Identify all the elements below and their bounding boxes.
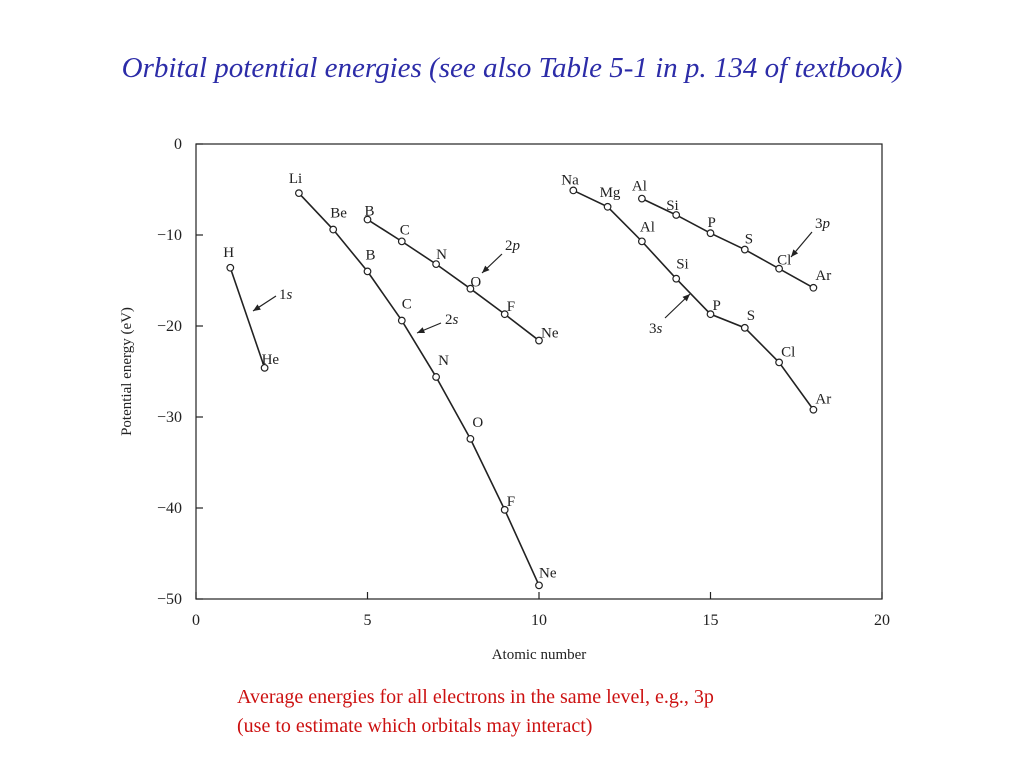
- data-point: [672, 274, 681, 283]
- caption-line-1: Average energies for all electrons in th…: [237, 686, 714, 708]
- x-tick-label: 5: [364, 612, 372, 629]
- data-point: [226, 263, 235, 272]
- data-point: [638, 194, 646, 203]
- series-line-2p: [367, 218, 540, 342]
- point-label: Ne: [541, 326, 559, 342]
- point-label: C: [400, 222, 410, 238]
- data-point: [535, 336, 543, 345]
- y-tick-label: −40: [157, 500, 182, 517]
- series-name-label: 1s: [279, 287, 293, 303]
- annotation-arrowhead: [682, 294, 690, 302]
- slide-title: Orbital potential energies (see also Tab…: [121, 52, 903, 84]
- x-axis-title: Atomic number: [492, 647, 587, 663]
- point-label: Al: [640, 219, 655, 235]
- point-label: Mg: [600, 185, 621, 201]
- data-point: [740, 323, 749, 332]
- y-tick-label: 0: [174, 136, 182, 153]
- point-label: Ar: [815, 392, 831, 408]
- data-point: [638, 237, 646, 246]
- data-point: [603, 202, 612, 211]
- data-point: [775, 264, 783, 273]
- point-label: P: [713, 298, 721, 314]
- data-point: [397, 237, 406, 246]
- data-point: [706, 310, 715, 319]
- point-label: S: [745, 232, 753, 248]
- data-point: [329, 225, 338, 234]
- data-point: [500, 505, 509, 514]
- annotation-arrowhead: [253, 304, 261, 311]
- point-label: S: [747, 308, 755, 324]
- point-label: N: [436, 247, 447, 263]
- y-tick-label: −30: [157, 409, 182, 426]
- data-point: [809, 283, 818, 292]
- series-name-label: 2p: [505, 238, 521, 254]
- point-label: Li: [289, 171, 302, 187]
- point-label: P: [708, 215, 716, 231]
- series-name-label: 2s: [445, 312, 459, 328]
- point-label: Si: [666, 198, 679, 214]
- annotation-arrowhead: [482, 265, 490, 273]
- data-point: [500, 310, 509, 319]
- point-label: Cl: [781, 344, 795, 360]
- annotation-arrowhead: [791, 249, 799, 257]
- data-point: [466, 434, 475, 443]
- point-label: C: [402, 297, 412, 313]
- x-tick-label: 0: [192, 612, 200, 629]
- data-point: [740, 245, 749, 254]
- series-line-2s: [298, 192, 540, 586]
- point-label: H: [223, 245, 234, 261]
- point-label: Si: [676, 257, 689, 273]
- data-point: [432, 373, 441, 381]
- point-label: B: [366, 247, 376, 263]
- point-label: Ne: [539, 565, 557, 581]
- point-label: Na: [561, 172, 579, 188]
- point-label: O: [472, 415, 483, 431]
- caption: Average energies for all electrons in th…: [237, 683, 714, 741]
- point-label: F: [507, 494, 515, 510]
- data-point: [535, 581, 543, 590]
- data-point: [363, 215, 372, 224]
- data-point: [706, 229, 715, 238]
- y-tick-label: −10: [157, 227, 182, 244]
- data-point: [397, 316, 406, 325]
- series-line-3p: [641, 197, 814, 289]
- series-name-label: 3s: [649, 321, 663, 337]
- data-point: [295, 189, 303, 198]
- point-label: Al: [632, 179, 647, 195]
- data-point: [672, 211, 681, 219]
- point-label: Ar: [815, 268, 831, 284]
- series-line-1s: [229, 267, 266, 369]
- annotation-arrowhead: [417, 327, 425, 334]
- y-tick-label: −50: [157, 591, 182, 608]
- data-point: [809, 405, 818, 414]
- series-name-label: 3p: [815, 216, 831, 232]
- y-axis-title: Potential energy (eV): [119, 307, 135, 436]
- x-tick-label: 10: [531, 612, 547, 629]
- data-point: [466, 284, 475, 293]
- point-label: B: [365, 204, 375, 220]
- plot-frame: [195, 143, 883, 600]
- data-point: [260, 363, 269, 372]
- data-point: [432, 260, 441, 269]
- data-point: [363, 267, 372, 276]
- point-label: O: [470, 275, 481, 291]
- x-tick-label: 15: [703, 612, 719, 629]
- point-label: He: [262, 352, 280, 368]
- point-label: F: [507, 299, 515, 315]
- point-label: Be: [330, 206, 347, 222]
- point-label: N: [438, 353, 449, 369]
- data-point: [775, 358, 783, 367]
- caption-line-2: (use to estimate which orbitals may inte…: [237, 715, 593, 737]
- point-label: Cl: [777, 253, 791, 269]
- x-tick-label: 20: [874, 612, 890, 629]
- data-point: [569, 186, 578, 195]
- series-line-3s: [572, 189, 815, 411]
- y-tick-label: −20: [157, 318, 182, 335]
